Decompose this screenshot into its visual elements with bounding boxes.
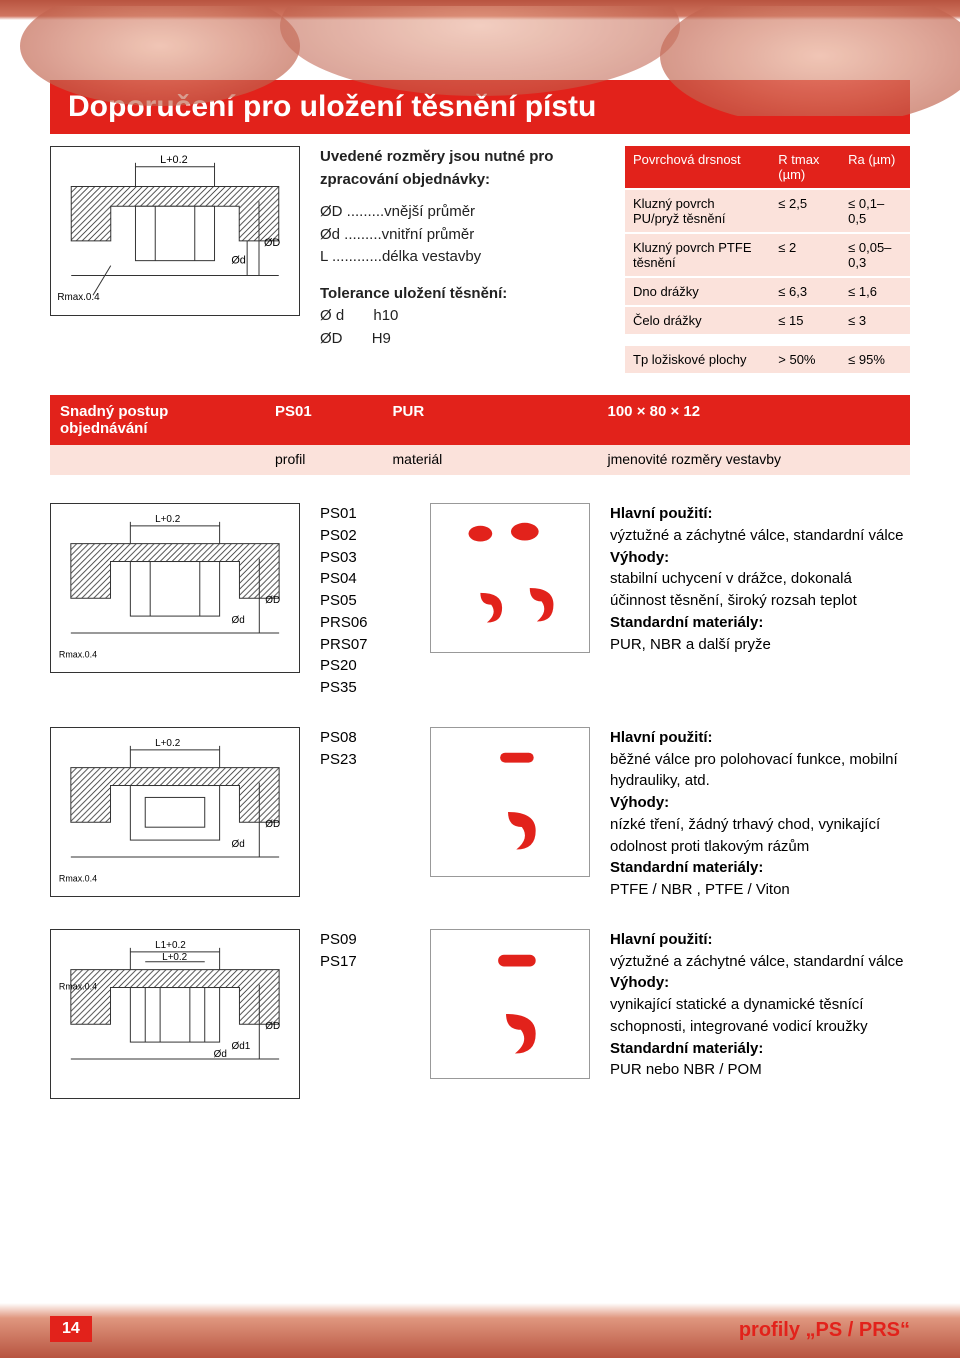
profile-code: PS35 <box>320 677 410 699</box>
intro-line-1: Ød .........vnitřní průměr <box>320 224 605 247</box>
tol-r0c0: Ø d <box>320 307 344 324</box>
profile-code: PS09 <box>320 929 410 951</box>
svg-text:Ød: Ød <box>232 615 245 626</box>
profile-code: PS23 <box>320 749 410 771</box>
spec-text: Uvedené rozměry jsou nutné pro zpracován… <box>320 146 605 373</box>
profiles-container: L+0.2 Rmax.0.4 ØD Ød PS01PS02PS03PS04PS0… <box>50 503 910 1099</box>
profile-icon-1 <box>430 727 590 877</box>
footer-section: profily „PS / PRS“ <box>739 1319 910 1342</box>
profile-section-0: L+0.2 Rmax.0.4 ØD Ød PS01PS02PS03PS04PS0… <box>50 503 910 699</box>
svg-text:Rmax.0.4: Rmax.0.4 <box>59 650 97 660</box>
profile-code: PS03 <box>320 547 410 569</box>
profile-section-2: L1+0.2 L+0.2 Rmax.0.4 ØD Ød1 Ød PS09PS17… <box>50 929 910 1099</box>
profile-code: PS08 <box>320 727 410 749</box>
tol-r0c1: h10 <box>373 307 398 324</box>
svg-text:Ød: Ød <box>231 255 246 267</box>
profile-desc-0: Hlavní použití:výztužné a záchytné válce… <box>610 503 910 655</box>
intro-line-0: ØD .........vnější průměr <box>320 201 605 224</box>
svg-text:Rmax.0.4: Rmax.0.4 <box>59 873 97 883</box>
intro-line-2: L ............délka vestavby <box>320 246 605 269</box>
diagram-main: L+0.2 ØD Ød Rmax.0.4 <box>50 146 300 316</box>
profile-code: PS17 <box>320 951 410 973</box>
profile-diagram-2: L1+0.2 L+0.2 Rmax.0.4 ØD Ød1 Ød <box>50 929 300 1099</box>
page-footer: 14 profily „PS / PRS“ <box>0 1298 960 1358</box>
surface-header: Povrchová drsnost R tmax (µm) Ra (µm) <box>625 146 910 188</box>
svg-text:ØD: ØD <box>265 1021 280 1032</box>
profile-code: PS20 <box>320 655 410 677</box>
top-row: L+0.2 ØD Ød Rmax.0.4 Uvedené rozměry jso… <box>50 146 910 373</box>
profile-section-1: L+0.2 Rmax.0.4 ØD Ød PS08PS23 Hlavní použ… <box>50 727 910 901</box>
dim-l-label: L+0.2 <box>160 154 187 166</box>
tol-heading: Tolerance uložení těsnění: <box>320 285 507 302</box>
profile-code: PS05 <box>320 590 410 612</box>
svg-text:ØD: ØD <box>265 595 280 606</box>
svg-text:Rmax.0.4: Rmax.0.4 <box>59 981 97 991</box>
svg-text:ØD: ØD <box>264 237 280 249</box>
profile-code: PRS07 <box>320 634 410 656</box>
svg-text:L+0.2: L+0.2 <box>155 514 181 525</box>
svg-text:Ød1: Ød1 <box>232 1041 251 1052</box>
surf-h0: Povrchová drsnost <box>625 146 770 188</box>
svg-text:ØD: ØD <box>265 819 280 830</box>
tol-r1c0: ØD <box>320 330 343 347</box>
profile-diagram-0: L+0.2 Rmax.0.4 ØD Ød <box>50 503 300 673</box>
surf-h1: R tmax (µm) <box>770 146 840 188</box>
surf-r0c0: Kluzný povrch PU/pryž těsnění <box>625 190 770 232</box>
profile-desc-2: Hlavní použití:výztužné a záchytné válce… <box>610 929 910 1081</box>
profile-codes-1: PS08PS23 <box>320 727 410 771</box>
profile-icon-2 <box>430 929 590 1079</box>
surface-table: Povrchová drsnost R tmax (µm) Ra (µm) Kl… <box>625 146 910 373</box>
profile-code: PS04 <box>320 568 410 590</box>
profile-diagram-1: L+0.2 Rmax.0.4 ØD Ød <box>50 727 300 897</box>
profile-icon-0 <box>430 503 590 653</box>
order-label: Snadný postup objednávání <box>50 395 265 445</box>
intro-lead: Uvedené rozměry jsou nutné pro zpracován… <box>320 148 553 188</box>
profile-code: PS02 <box>320 525 410 547</box>
tol-r1c1: H9 <box>372 330 391 347</box>
svg-text:L+0.2: L+0.2 <box>155 738 181 749</box>
svg-text:Ød: Ød <box>214 1049 227 1060</box>
profile-code: PS01 <box>320 503 410 525</box>
profile-code: PRS06 <box>320 612 410 634</box>
svg-text:L+0.2: L+0.2 <box>162 952 188 963</box>
svg-text:Ød: Ød <box>232 839 245 850</box>
profile-codes-0: PS01PS02PS03PS04PS05PRS06PRS07PS20PS35 <box>320 503 410 699</box>
surf-h2: Ra (µm) <box>840 146 910 188</box>
profile-codes-2: PS09PS17 <box>320 929 410 973</box>
page: Doporučení pro uložení těsnění pístu <box>0 0 960 1358</box>
page-number: 14 <box>50 1316 92 1342</box>
profile-desc-1: Hlavní použití:běžné válce pro polohovac… <box>610 727 910 901</box>
page-title: Doporučení pro uložení těsnění pístu <box>50 80 910 134</box>
svg-text:L1+0.2: L1+0.2 <box>155 940 186 951</box>
order-example: Snadný postup objednávání PS01 PUR 100 ×… <box>50 395 910 475</box>
